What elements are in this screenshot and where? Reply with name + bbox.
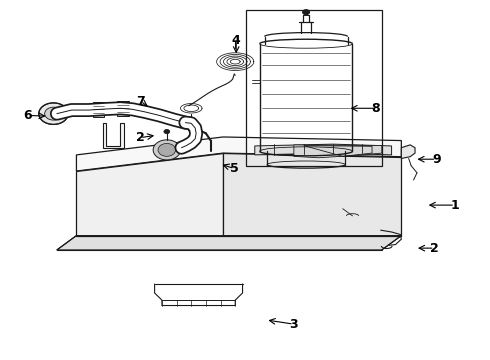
Circle shape <box>39 103 68 125</box>
Text: 7: 7 <box>136 95 145 108</box>
Polygon shape <box>401 145 415 158</box>
Text: 8: 8 <box>371 102 380 115</box>
Text: 1: 1 <box>451 199 460 212</box>
Text: 2: 2 <box>136 131 145 144</box>
Polygon shape <box>223 153 401 235</box>
Polygon shape <box>76 153 223 235</box>
Circle shape <box>158 143 175 156</box>
Bar <box>117 100 129 116</box>
Circle shape <box>45 107 62 120</box>
Circle shape <box>303 10 310 15</box>
Polygon shape <box>294 145 382 158</box>
Circle shape <box>164 130 170 134</box>
Text: 5: 5 <box>230 162 239 175</box>
Polygon shape <box>57 235 401 250</box>
Text: 9: 9 <box>432 153 441 166</box>
Text: 6: 6 <box>23 109 32 122</box>
Text: 3: 3 <box>290 318 298 331</box>
Polygon shape <box>255 144 392 155</box>
Bar <box>93 102 104 117</box>
Polygon shape <box>76 137 401 171</box>
Text: 2: 2 <box>430 242 439 255</box>
Text: 4: 4 <box>232 33 241 47</box>
Bar <box>246 10 382 166</box>
Circle shape <box>153 140 180 160</box>
Polygon shape <box>103 123 124 148</box>
